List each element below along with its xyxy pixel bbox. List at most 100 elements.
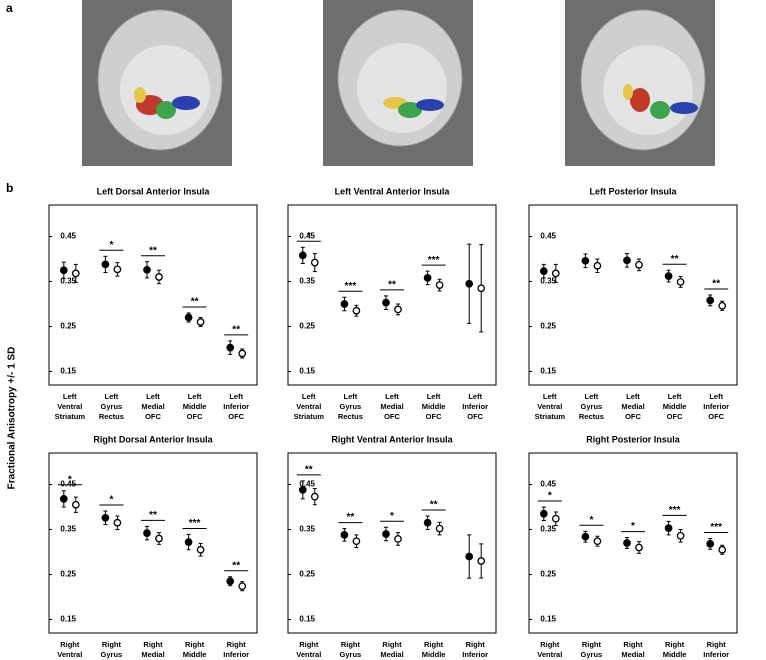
- x-tick-label: Left: [709, 392, 723, 401]
- significance-label: *: [548, 491, 552, 502]
- data-point: [423, 274, 432, 282]
- x-tick-label: Left: [543, 392, 557, 401]
- y-tick-label: 0.45: [299, 480, 315, 489]
- data-point: [71, 269, 80, 278]
- significance-label: *: [109, 240, 113, 251]
- significance-label: **: [232, 560, 240, 571]
- x-tick-label: Ventral: [537, 650, 562, 659]
- significance-label: ***: [710, 522, 722, 533]
- data-point: [113, 265, 122, 274]
- x-tick-label: Medial: [621, 650, 644, 659]
- plot-frame: [528, 204, 738, 386]
- y-tick-label: 0.35: [60, 277, 76, 286]
- x-tick-label: Right: [466, 640, 486, 649]
- y-tick-label: 0.35: [299, 525, 315, 534]
- data-point: [352, 306, 361, 315]
- x-tick-label: OFC: [228, 412, 244, 421]
- x-tick-label: Right: [382, 640, 402, 649]
- chart-title: Left Posterior Insula: [589, 186, 677, 196]
- x-tick-label: Ventral: [296, 650, 321, 659]
- x-tick-label: Gyrus: [101, 402, 123, 411]
- x-tick-label: Middle: [183, 402, 207, 411]
- significance-label: **: [305, 465, 313, 476]
- plot-frame: [528, 452, 738, 634]
- data-point: [394, 535, 402, 543]
- x-tick-label: Middle: [422, 402, 446, 411]
- x-tick-label: Rectus: [338, 412, 363, 421]
- x-tick-label: OFC: [187, 412, 203, 421]
- data-point: [623, 256, 631, 265]
- x-tick-label: Right: [102, 640, 122, 649]
- x-tick-label: Medial: [621, 402, 644, 411]
- data-point: [477, 557, 486, 565]
- x-tick-label: Gyrus: [340, 402, 362, 411]
- significance-label: **: [712, 279, 720, 290]
- significance-label: **: [430, 500, 438, 511]
- x-tick-label: Rectus: [579, 412, 604, 421]
- x-tick-label: Middle: [663, 402, 687, 411]
- x-tick-label: Striatum: [55, 412, 86, 421]
- data-point: [101, 260, 110, 269]
- significance-label: *: [631, 521, 635, 532]
- significance-label: *: [589, 515, 593, 526]
- data-point: [101, 513, 110, 522]
- plot-frame: [48, 452, 258, 634]
- x-tick-label: Left: [63, 392, 77, 401]
- x-tick-label: Right: [424, 640, 444, 649]
- panel-label: b: [6, 181, 13, 195]
- data-point: [226, 343, 235, 352]
- x-tick-label: Inferior: [223, 650, 249, 659]
- plot-frame: [48, 204, 258, 386]
- x-tick-label: Gyrus: [101, 650, 123, 659]
- data-point: [382, 530, 390, 538]
- x-tick-label: Right: [143, 640, 163, 649]
- data-point: [718, 545, 727, 554]
- data-point: [196, 545, 205, 554]
- x-tick-label: Right: [540, 640, 560, 649]
- x-tick-label: Medial: [141, 402, 164, 411]
- y-tick-label: 0.35: [299, 277, 315, 286]
- x-tick-label: Middle: [663, 650, 687, 659]
- data-point: [593, 537, 602, 546]
- data-point: [155, 273, 163, 281]
- data-point: [423, 518, 432, 527]
- data-point: [551, 269, 560, 278]
- data-point: [310, 258, 319, 267]
- plot-frame: [287, 452, 497, 634]
- x-tick-label: Right: [60, 640, 80, 649]
- significance-label: ***: [345, 281, 357, 292]
- significance-label: ***: [428, 255, 440, 266]
- data-point: [196, 318, 205, 326]
- x-tick-label: Left: [427, 392, 441, 401]
- x-tick-label: Ventral: [57, 402, 82, 411]
- significance-label: **: [232, 325, 240, 336]
- y-tick-label: 0.25: [60, 322, 76, 331]
- x-tick-label: Medial: [380, 650, 403, 659]
- data-point: [298, 251, 307, 260]
- data-point: [706, 296, 715, 305]
- x-tick-label: Ventral: [537, 402, 562, 411]
- x-tick-label: Left: [468, 392, 482, 401]
- data-point: [59, 266, 68, 275]
- y-tick-label: 0.25: [299, 322, 315, 331]
- chart-title: Left Dorsal Anterior Insula: [97, 186, 211, 196]
- x-tick-label: Ventral: [296, 402, 321, 411]
- data-point: [465, 552, 474, 561]
- y-tick-label: 0.45: [60, 232, 76, 241]
- y-tick-label: 0.35: [540, 277, 556, 286]
- data-point: [435, 281, 444, 289]
- y-tick-label: 0.25: [60, 570, 76, 579]
- data-point: [551, 514, 560, 523]
- data-point: [718, 301, 727, 310]
- data-point: [352, 537, 361, 546]
- data-point: [298, 486, 307, 494]
- data-point: [623, 539, 631, 547]
- data-point: [238, 582, 247, 591]
- x-tick-label: Gyrus: [340, 650, 362, 659]
- brain-image: [565, 0, 715, 166]
- panel-label: a: [6, 1, 13, 15]
- chart-title: Right Posterior Insula: [586, 434, 681, 444]
- x-tick-label: Right: [299, 640, 319, 649]
- data-point: [706, 540, 715, 548]
- x-tick-label: Middle: [183, 650, 207, 659]
